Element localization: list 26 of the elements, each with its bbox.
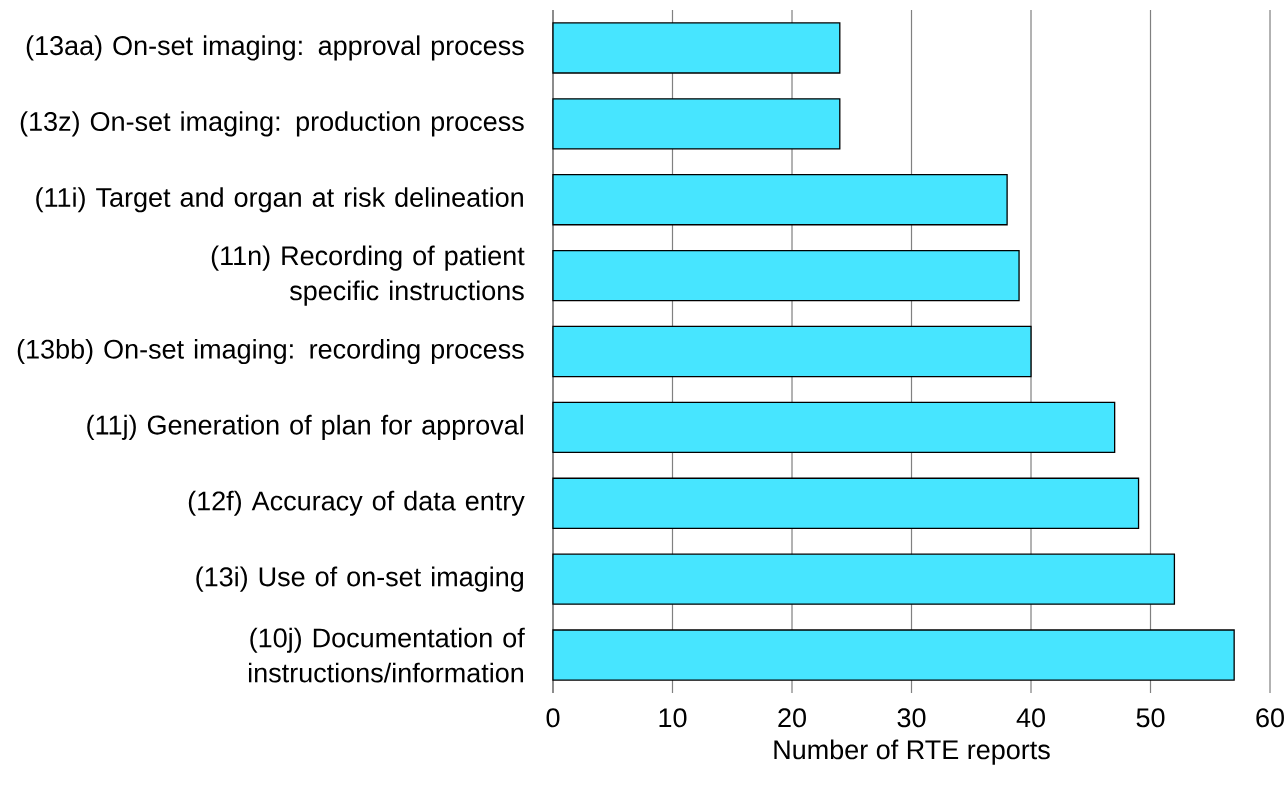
- bar: [552, 629, 1235, 681]
- y-tick-label: (13bb) On-set imaging: recording process: [17, 338, 524, 365]
- y-tick-label: (11j) Generation of plan for approval: [87, 414, 523, 440]
- y-tick-label: (11n) Recording of patient specific instructions: [211, 245, 525, 306]
- x-tick-label: 0: [546, 708, 560, 728]
- bar: [552, 249, 1020, 302]
- y-tick-label: (11i) Target and organ at risk delineation: [36, 187, 523, 213]
- x-tick-label: 60: [1256, 708, 1284, 728]
- y-tick-label: (13z) On-set imaging: production process: [20, 111, 524, 137]
- bar: [552, 477, 1140, 529]
- x-axis-title: Number of RTE reports: [774, 739, 1050, 765]
- bar: [552, 401, 1116, 454]
- x-tick-label: 10: [659, 708, 687, 728]
- y-tick-label: (13aa) On-set imaging: approval process: [26, 35, 524, 61]
- bar: [552, 553, 1176, 605]
- x-tick-label: 50: [1136, 708, 1165, 728]
- bar: [552, 22, 841, 74]
- x-tick-label: 40: [1016, 708, 1045, 728]
- y-tick-label: (12f) Accuracy of data entry: [188, 490, 525, 516]
- x-tick-label: 30: [897, 708, 926, 728]
- x-tick-label: 20: [778, 708, 806, 728]
- bar: [552, 174, 1008, 226]
- bar: [552, 325, 1032, 378]
- y-tick-label: (10j) Documentation of instructions/information: [248, 627, 525, 683]
- bar: [552, 98, 841, 150]
- y-tick-label: (13i) Use of on-set imaging: [196, 566, 523, 592]
